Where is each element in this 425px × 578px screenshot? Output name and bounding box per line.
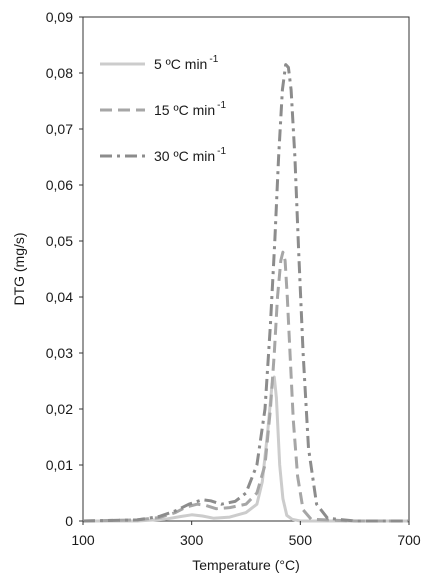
legend-label: 30 ºC min -1 [154, 146, 226, 164]
y-tick-label: 0,01 [46, 457, 73, 473]
x-tick-label: 100 [71, 532, 95, 548]
legend-label: 15 ºC min -1 [154, 100, 226, 118]
y-tick-label: 0 [65, 513, 73, 529]
x-tick-label: 700 [397, 532, 421, 548]
series-line-3 [82, 63, 409, 523]
series-line-1 [83, 375, 409, 523]
series-line-2 [82, 250, 409, 523]
y-axis-ticks: 0 0,01 0,02 0,03 0,04 0,05 0,06 0,07 0,08 0,09 [46, 9, 83, 529]
legend-item-2: 15 ºC min -1 [100, 100, 226, 118]
y-tick-label: 0,03 [46, 345, 73, 361]
legend: 5 ºC min -1 15 ºC min -1 30 ºC min -1 [100, 54, 226, 164]
x-tick-label: 500 [289, 532, 313, 548]
y-tick-label: 0,05 [46, 233, 73, 249]
y-tick-label: 0,07 [46, 121, 73, 137]
legend-item-1: 5 ºC min -1 [100, 54, 219, 72]
y-tick-label: 0,02 [46, 401, 73, 417]
y-tick-label: 0,04 [46, 289, 73, 305]
y-tick-label: 0,09 [46, 9, 73, 25]
x-axis-ticks: 100 300 500 700 [71, 521, 421, 548]
y-axis-title: DTG (mg/s) [11, 232, 27, 305]
legend-label: 5 ºC min -1 [154, 54, 219, 72]
plot-area [82, 16, 410, 522]
x-tick-label: 300 [180, 532, 204, 548]
plot-frame [82, 16, 410, 522]
y-tick-label: 0,08 [46, 65, 73, 81]
x-axis-title: Temperature (°C) [192, 557, 300, 573]
series-layer [82, 63, 409, 523]
y-tick-label: 0,06 [46, 177, 73, 193]
legend-item-3: 30 ºC min -1 [100, 146, 226, 164]
